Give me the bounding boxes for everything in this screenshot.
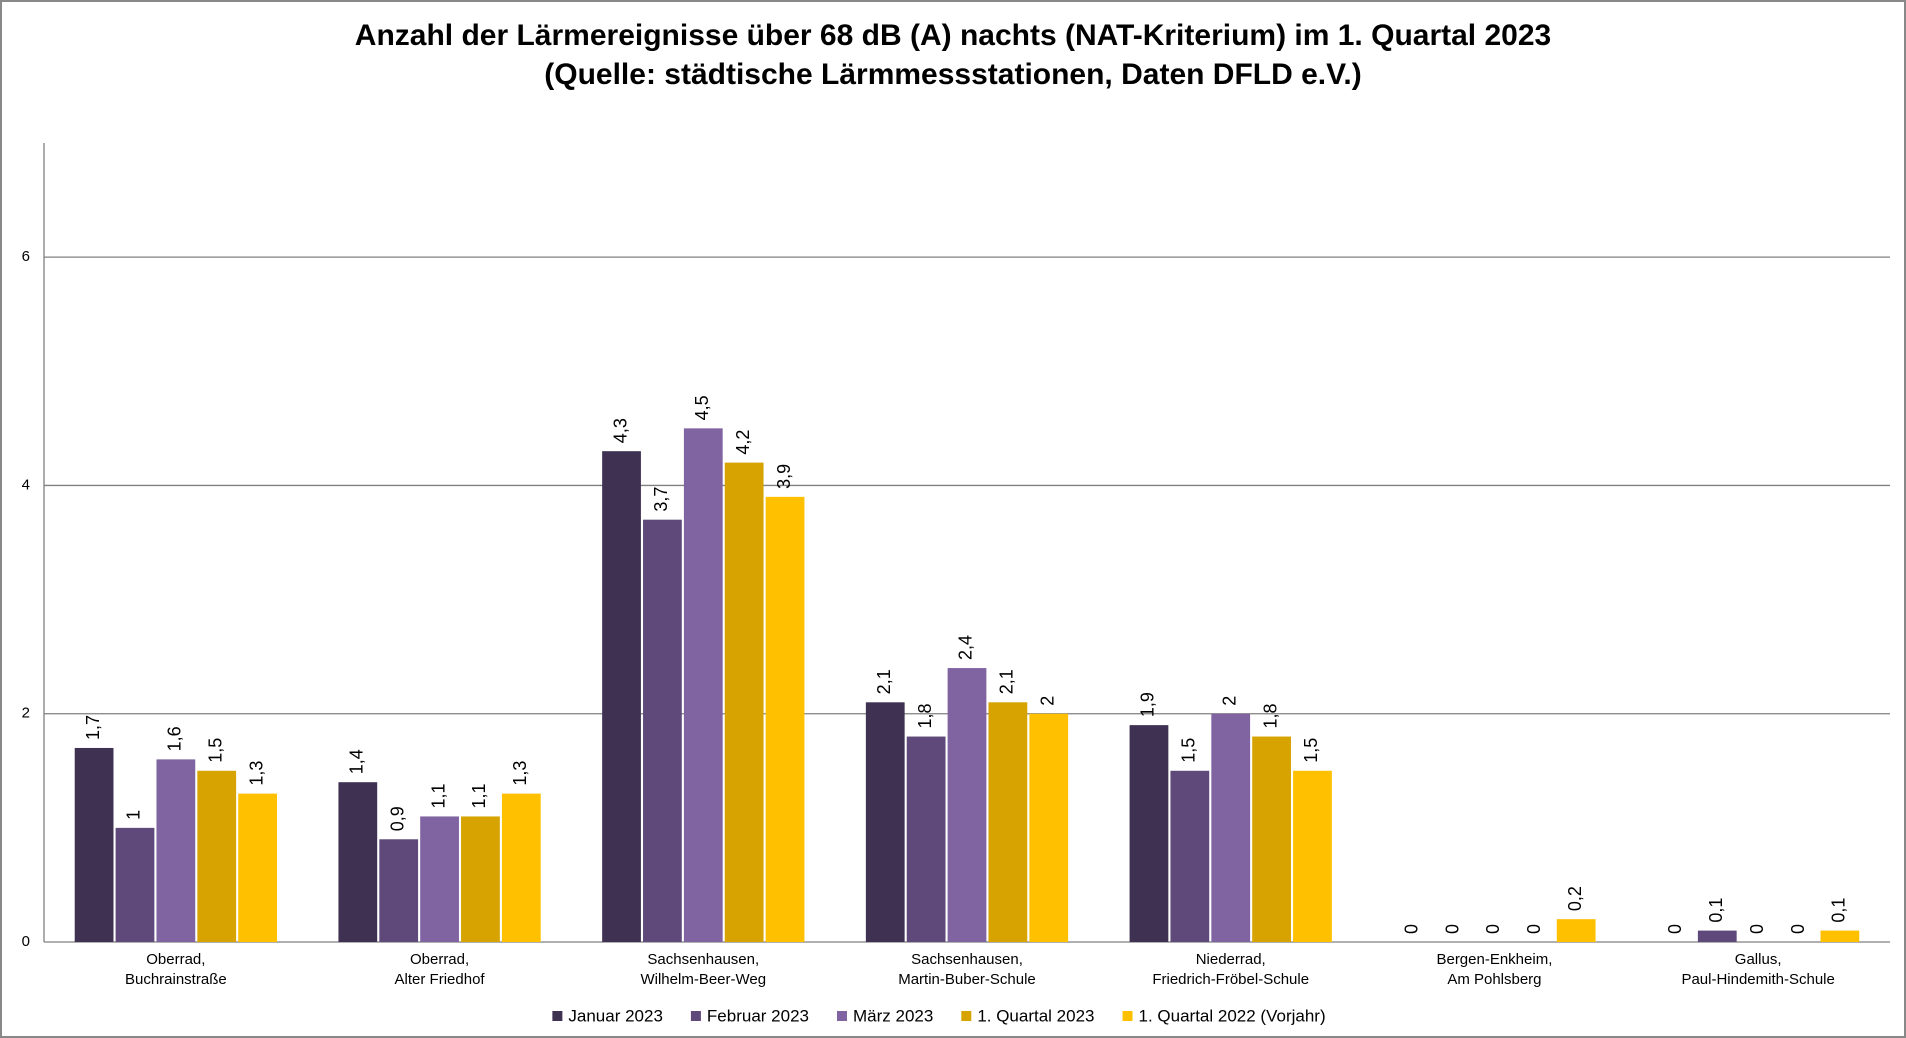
bar [1211, 713, 1251, 942]
x-tick-label: Niederrad, [1196, 951, 1266, 968]
value-label: 2,1 [874, 669, 894, 694]
value-label: 1 [124, 810, 144, 820]
bar [338, 782, 378, 942]
value-label: 0,1 [1706, 898, 1726, 923]
bar [643, 519, 682, 942]
legend-label: 1. Quartal 2023 [977, 1006, 1094, 1025]
value-label: 1,9 [1138, 692, 1158, 717]
x-tick-label: Sachsenhausen, [911, 951, 1023, 968]
value-label: 1,6 [165, 726, 185, 751]
value-label: 2 [1219, 696, 1239, 706]
x-tick-label: Oberrad, [146, 951, 205, 968]
value-label: 3,9 [774, 464, 794, 489]
bar [1129, 725, 1169, 942]
value-label: 1,5 [205, 738, 225, 763]
bar [238, 793, 277, 942]
value-label: 4,5 [692, 395, 712, 420]
y-tick-label: 2 [22, 705, 30, 722]
legend-swatch [1122, 1011, 1133, 1021]
x-tick-label: Martin-Buber-Schule [898, 971, 1036, 988]
bar [724, 462, 764, 942]
y-tick-label: 6 [22, 248, 30, 265]
bar [379, 839, 419, 942]
x-tick-label: Wilhelm-Beer-Weg [640, 971, 766, 988]
bar [1697, 930, 1737, 942]
bar [74, 747, 114, 942]
bar [420, 816, 459, 942]
x-tick-label: Am Pohlsberg [1447, 971, 1541, 988]
value-label: 0 [1665, 924, 1685, 934]
value-label: 1,3 [246, 761, 266, 786]
value-label: 0,9 [387, 806, 407, 831]
value-label: 1,3 [510, 761, 530, 786]
legend-label: Januar 2023 [568, 1006, 663, 1025]
value-label: 0 [1747, 924, 1767, 934]
value-label: 0 [1483, 924, 1503, 934]
value-label: 0 [1524, 924, 1544, 934]
bar [765, 496, 805, 942]
value-label: 2,4 [956, 635, 976, 660]
chart-title: Anzahl der Lärmereignisse über 68 dB (A)… [355, 19, 1551, 52]
bar [1029, 713, 1069, 942]
bar [197, 770, 237, 942]
legend-label: 1. Quartal 2022 (Vorjahr) [1139, 1006, 1326, 1025]
y-tick-label: 4 [22, 476, 30, 493]
x-tick-label: Bergen-Enkheim, [1436, 951, 1552, 968]
bar [1252, 736, 1291, 942]
value-label: 1,4 [347, 749, 367, 774]
bar [115, 827, 155, 942]
value-label: 0,1 [1829, 898, 1849, 923]
x-tick-label: Paul-Hindemith-Schule [1681, 971, 1834, 988]
bar [501, 793, 541, 942]
bar [602, 451, 641, 942]
bar [865, 702, 905, 942]
value-label: 1,8 [1260, 704, 1280, 729]
legend-swatch [836, 1011, 847, 1021]
value-label: 2 [1038, 696, 1058, 706]
legend-swatch [690, 1011, 701, 1021]
legend-label: Februar 2023 [707, 1006, 809, 1025]
x-tick-label: Alter Friedhof [395, 971, 486, 988]
x-tick-label: Buchrainstraße [125, 971, 227, 988]
bar [947, 668, 987, 942]
value-label: 2,1 [997, 669, 1017, 694]
x-tick-label: Friedrich-Fröbel-Schule [1152, 971, 1309, 988]
value-label: 0,2 [1565, 886, 1585, 911]
bar [156, 759, 196, 942]
bar [461, 816, 500, 942]
x-tick-label: Oberrad, [410, 951, 469, 968]
bar [1170, 770, 1210, 942]
value-label: 1,1 [428, 783, 448, 808]
value-label: 1,8 [915, 704, 935, 729]
legend-swatch [961, 1011, 972, 1021]
value-label: 0 [1788, 924, 1808, 934]
bar [988, 702, 1028, 942]
value-label: 1,5 [1179, 738, 1199, 763]
value-label: 3,7 [651, 487, 671, 512]
bar [906, 736, 946, 942]
value-label: 0 [1401, 924, 1421, 934]
bar [1820, 930, 1860, 942]
chart-subtitle: (Quelle: städtische Lärmmessstationen, D… [544, 58, 1361, 91]
value-label: 0 [1442, 924, 1462, 934]
x-tick-label: Gallus, [1735, 951, 1782, 968]
legend-swatch [552, 1011, 563, 1021]
value-label: 1,7 [83, 715, 103, 740]
x-tick-label: Sachsenhausen, [647, 951, 759, 968]
value-label: 4,2 [733, 430, 753, 455]
bar [683, 428, 723, 942]
value-label: 1,1 [469, 783, 489, 808]
value-label: 1,5 [1301, 738, 1321, 763]
legend-label: März 2023 [853, 1006, 933, 1025]
y-tick-label: 0 [22, 933, 30, 950]
bar [1556, 919, 1596, 942]
bar [1293, 770, 1332, 942]
value-label: 4,3 [610, 418, 630, 443]
